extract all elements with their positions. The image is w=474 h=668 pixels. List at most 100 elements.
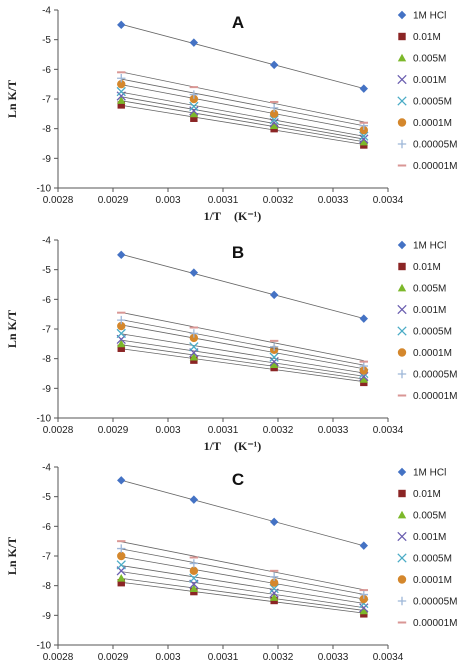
data-point (189, 495, 199, 504)
data-point (117, 551, 126, 561)
x-axis-unit: (K⁻¹) (234, 666, 261, 668)
trendline (121, 556, 364, 600)
panel-title: C (232, 470, 244, 489)
x-tick-label: 0.0033 (318, 652, 349, 663)
y-axis-title: Ln K/T (5, 537, 19, 575)
trendline (121, 23, 364, 89)
x-tick-label: 0.0033 (318, 425, 349, 436)
data-point (189, 566, 199, 576)
y-tick-label: -10 (37, 414, 52, 425)
y-tick-label: -8 (42, 581, 51, 592)
data-point (359, 125, 368, 135)
x-tick-label: 0.0032 (263, 652, 294, 663)
data-point (189, 584, 199, 592)
data-point (189, 559, 199, 568)
trendline (121, 548, 364, 595)
data-point (189, 268, 199, 277)
trendline (121, 339, 364, 377)
legend-marker (397, 118, 407, 127)
trendline (121, 84, 364, 131)
panel-title: A (232, 13, 244, 32)
y-tick-label: -5 (42, 492, 51, 503)
legend-marker (397, 596, 407, 606)
legend-entry: 0.01M (413, 32, 441, 43)
x-tick-label: 0.0029 (98, 195, 129, 206)
data-point (269, 578, 279, 587)
data-point (189, 352, 199, 361)
legend-entry: 1M HCl (413, 468, 446, 479)
y-axis-title: Ln K/T (5, 80, 19, 118)
data-point (269, 118, 279, 128)
chart-panel-a: -4 -5 -6 -7 -8 -9 -100.0028 0.0029 0.003 0.0031 0.… (5, 6, 457, 224)
legend-marker (397, 74, 407, 85)
data-point (189, 90, 199, 99)
y-tick-label: -10 (37, 184, 52, 195)
legend-entry: 0.0005M (413, 327, 452, 338)
data-point (269, 572, 279, 581)
legend-marker (397, 575, 407, 584)
x-tick-label: 0.0029 (98, 652, 129, 663)
legend-marker (397, 467, 407, 477)
trendline (121, 319, 364, 366)
legend-marker (398, 262, 406, 271)
legend-entry: 0.00001M (413, 618, 457, 629)
trendline (121, 324, 364, 370)
data-point (117, 344, 125, 352)
y-tick-label: -9 (42, 611, 51, 622)
data-point (117, 574, 126, 582)
chart-panel-b: -4 -5 -6 -7 -8 -9 -100.0028 0.0029 0.003 0.0031 0.… (5, 236, 457, 454)
data-point (269, 588, 279, 598)
data-point (359, 603, 369, 613)
data-point (116, 560, 126, 570)
x-tick-label: 0.0032 (263, 425, 294, 436)
legend-marker (397, 96, 407, 106)
data-point (359, 606, 368, 615)
y-tick-label: -6 (42, 522, 51, 533)
data-point (269, 115, 279, 125)
data-point (117, 250, 126, 260)
data-point (189, 38, 199, 47)
data-point (116, 91, 126, 101)
data-point (269, 121, 279, 130)
legend-marker (398, 489, 406, 498)
legend-entry: 0.005M (413, 511, 446, 522)
data-point (117, 101, 125, 109)
data-point (117, 339, 126, 348)
x-axis-unit: (K⁻¹) (234, 209, 261, 223)
y-tick-label: -5 (42, 35, 51, 46)
data-point (117, 79, 126, 89)
data-point (189, 101, 199, 112)
legend-marker (398, 32, 406, 41)
legend-marker (397, 283, 407, 292)
y-tick-label: -5 (42, 265, 51, 276)
panel-title: B (232, 243, 244, 262)
trendline (121, 312, 364, 362)
y-tick-label: -8 (42, 124, 51, 135)
legend-entry: 0.00005M (413, 140, 457, 151)
y-tick-label: -7 (42, 95, 51, 106)
x-tick-label: 0.0033 (318, 195, 349, 206)
y-axis-title: Ln K/T (5, 310, 19, 348)
y-tick-label: -10 (37, 641, 52, 652)
trendline (121, 78, 364, 127)
y-tick-label: -7 (42, 325, 51, 336)
x-axis-title: 1/T (204, 439, 221, 453)
legend-marker (397, 10, 407, 20)
legend-entry: 0.01M (413, 262, 441, 273)
data-point (117, 544, 126, 553)
trendline (121, 565, 364, 604)
trendline (121, 479, 364, 547)
y-tick-label: -9 (42, 384, 51, 395)
data-point (269, 360, 279, 368)
data-point (117, 96, 126, 104)
data-point (117, 315, 126, 325)
data-point (117, 20, 126, 30)
data-point (359, 134, 369, 144)
data-point (117, 476, 126, 485)
data-point (269, 103, 279, 113)
data-point (359, 366, 368, 375)
data-point (189, 333, 199, 343)
x-axis-title: 1/T (204, 209, 221, 223)
trendline (121, 571, 364, 609)
